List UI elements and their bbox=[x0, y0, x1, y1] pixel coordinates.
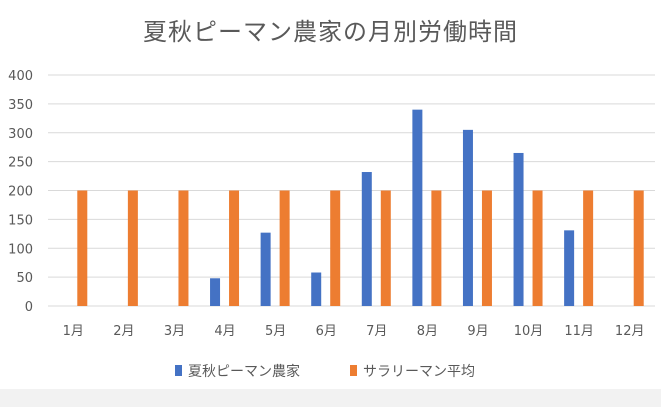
bar-series-1 bbox=[513, 152, 524, 306]
legend-label: 夏秋ピーマン農家 bbox=[188, 363, 300, 380]
chart-title: 夏秋ピーマン農家の月別労働時間 bbox=[143, 18, 518, 46]
footer-band bbox=[0, 389, 661, 407]
x-tick-label: 12月 bbox=[615, 324, 645, 339]
bar-series-2 bbox=[532, 190, 543, 306]
x-tick-label: 2月 bbox=[113, 324, 134, 339]
bar-series-1 bbox=[210, 278, 221, 306]
bar-series-2 bbox=[633, 190, 644, 306]
bar-series-2 bbox=[380, 190, 391, 306]
legend-swatch bbox=[350, 365, 357, 376]
y-tick-label: 150 bbox=[8, 213, 33, 228]
x-tick-label: 11月 bbox=[564, 324, 594, 339]
x-tick-label: 8月 bbox=[417, 324, 438, 339]
x-tick-label: 5月 bbox=[265, 324, 286, 339]
y-tick-label: 400 bbox=[8, 69, 33, 84]
x-tick-label: 9月 bbox=[467, 324, 488, 339]
bar-series-2 bbox=[431, 190, 442, 306]
bar-series-2 bbox=[77, 190, 88, 306]
y-tick-label: 0 bbox=[25, 300, 33, 315]
chart-plot: 0 50 100 150 200 250 300 350 400 1月 2月 3月 4月 5月 6月 7月 8月… bbox=[8, 69, 655, 380]
bar-series-1 bbox=[412, 109, 423, 307]
bar-series-1 bbox=[260, 232, 271, 306]
bar-series-1 bbox=[311, 272, 322, 306]
x-tick-label: 10月 bbox=[514, 324, 544, 339]
x-tick-label: 4月 bbox=[214, 324, 235, 339]
x-tick-label: 3月 bbox=[164, 324, 185, 339]
bar-series-2 bbox=[178, 190, 189, 306]
y-tick-label: 200 bbox=[8, 185, 33, 200]
y-tick-label: 250 bbox=[8, 156, 33, 171]
bar-series-2 bbox=[279, 190, 290, 306]
x-tick-label: 7月 bbox=[366, 324, 387, 339]
bar-series-1 bbox=[462, 129, 473, 306]
x-tick-label: 6月 bbox=[316, 324, 337, 339]
bar-series-2 bbox=[481, 190, 492, 306]
bar-series-2 bbox=[583, 190, 594, 306]
y-tick-label: 50 bbox=[16, 271, 33, 286]
y-tick-label: 100 bbox=[8, 242, 33, 257]
legend-label: サラリーマン平均 bbox=[363, 364, 475, 380]
bar-series-1 bbox=[361, 172, 372, 306]
bar-series-2 bbox=[229, 190, 240, 306]
y-tick-label: 350 bbox=[8, 98, 33, 113]
bar-series-2 bbox=[330, 190, 341, 306]
legend-swatch bbox=[175, 365, 182, 376]
bar-series-1 bbox=[564, 230, 575, 306]
bar-series-2 bbox=[127, 190, 138, 306]
y-tick-label: 300 bbox=[8, 127, 33, 142]
x-tick-label: 1月 bbox=[63, 324, 84, 339]
